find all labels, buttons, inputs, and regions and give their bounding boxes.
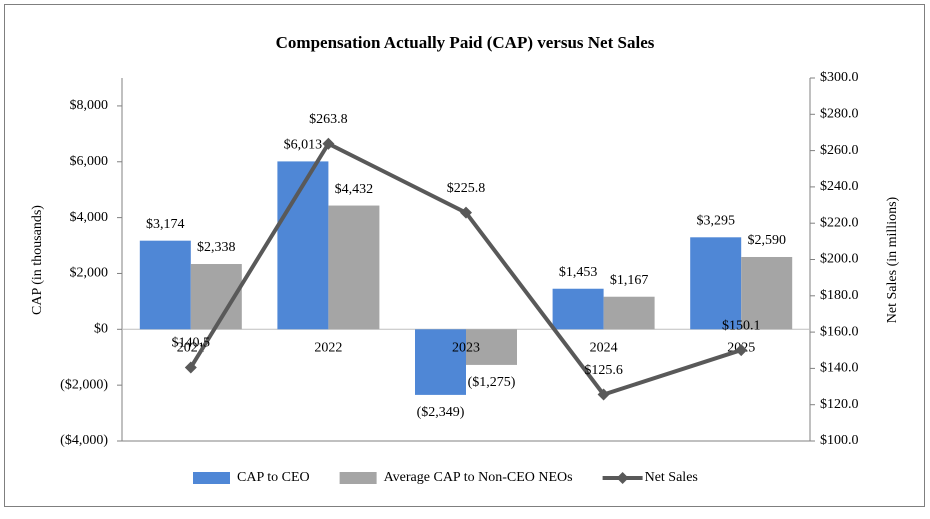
bar	[277, 161, 329, 330]
bar	[690, 237, 742, 330]
x-tick-label: 2024	[590, 341, 618, 356]
bar	[603, 296, 655, 330]
chart-title: Compensation Actually Paid (CAP) versus …	[276, 33, 655, 52]
data-label: $3,295	[696, 214, 735, 229]
y2-tick-label: $100.0	[820, 433, 859, 448]
line-marker	[735, 344, 748, 357]
bar	[466, 329, 517, 365]
data-label: $1,453	[559, 265, 598, 280]
y-tick-label: ($2,000)	[60, 377, 108, 392]
legend-label: CAP to CEO	[237, 470, 310, 485]
y2-tick-label: $160.0	[820, 324, 859, 339]
bar	[415, 329, 466, 395]
y2-tick-label: $220.0	[820, 215, 859, 230]
y-tick-label: $2,000	[70, 266, 109, 281]
data-label: $2,338	[197, 240, 236, 255]
bar	[741, 256, 793, 330]
y-tick-label: $4,000	[70, 210, 109, 225]
legend-swatch	[193, 472, 230, 484]
bar	[139, 240, 191, 330]
x-tick-label: 2021	[177, 341, 205, 356]
y2-tick-label: $280.0	[820, 107, 859, 122]
line-marker	[460, 206, 472, 219]
line-marker	[322, 137, 335, 150]
y-axis-title: CAP (in thousands)	[30, 205, 45, 315]
y2-tick-label: $200.0	[820, 252, 859, 267]
y2-tick-label: $120.0	[820, 397, 859, 412]
data-label: $2,590	[747, 233, 786, 248]
data-label: $150.1	[722, 318, 761, 333]
bar	[552, 288, 604, 330]
line-marker	[597, 388, 610, 401]
y2-tick-label: $140.0	[820, 361, 859, 376]
y-tick-label: $6,000	[70, 154, 109, 169]
x-tick-label: 2022	[314, 341, 342, 356]
x-tick-label: 2023	[452, 341, 480, 356]
y2-tick-label: $180.0	[820, 288, 859, 303]
legend-swatch	[616, 472, 629, 484]
data-label: $225.8	[447, 181, 486, 196]
data-label: $140.5	[172, 336, 211, 351]
line-marker	[184, 361, 197, 374]
y2-axis-title: Net Sales (in millions)	[885, 196, 900, 323]
data-label: $263.8	[309, 112, 348, 127]
data-label: $4,432	[335, 182, 374, 197]
data-label: $125.6	[584, 363, 623, 378]
data-label: $1,167	[610, 273, 649, 288]
y2-tick-label: $260.0	[820, 143, 859, 158]
y-tick-label: ($4,000)	[60, 433, 108, 448]
data-label: ($1,275)	[468, 375, 516, 390]
bar	[328, 205, 380, 330]
data-label: ($2,349)	[417, 405, 465, 420]
y2-tick-label: $240.0	[820, 179, 859, 194]
legend-swatch	[339, 472, 377, 484]
data-label: $3,174	[146, 217, 185, 232]
y2-tick-label: $300.0	[820, 70, 859, 85]
legend-label: Average CAP to Non-CEO NEOs	[384, 470, 573, 485]
y-tick-label: $8,000	[70, 98, 109, 113]
data-label: $6,013	[284, 138, 323, 153]
y-tick-label: $0	[94, 322, 108, 337]
legend-label: Net Sales	[645, 470, 698, 485]
